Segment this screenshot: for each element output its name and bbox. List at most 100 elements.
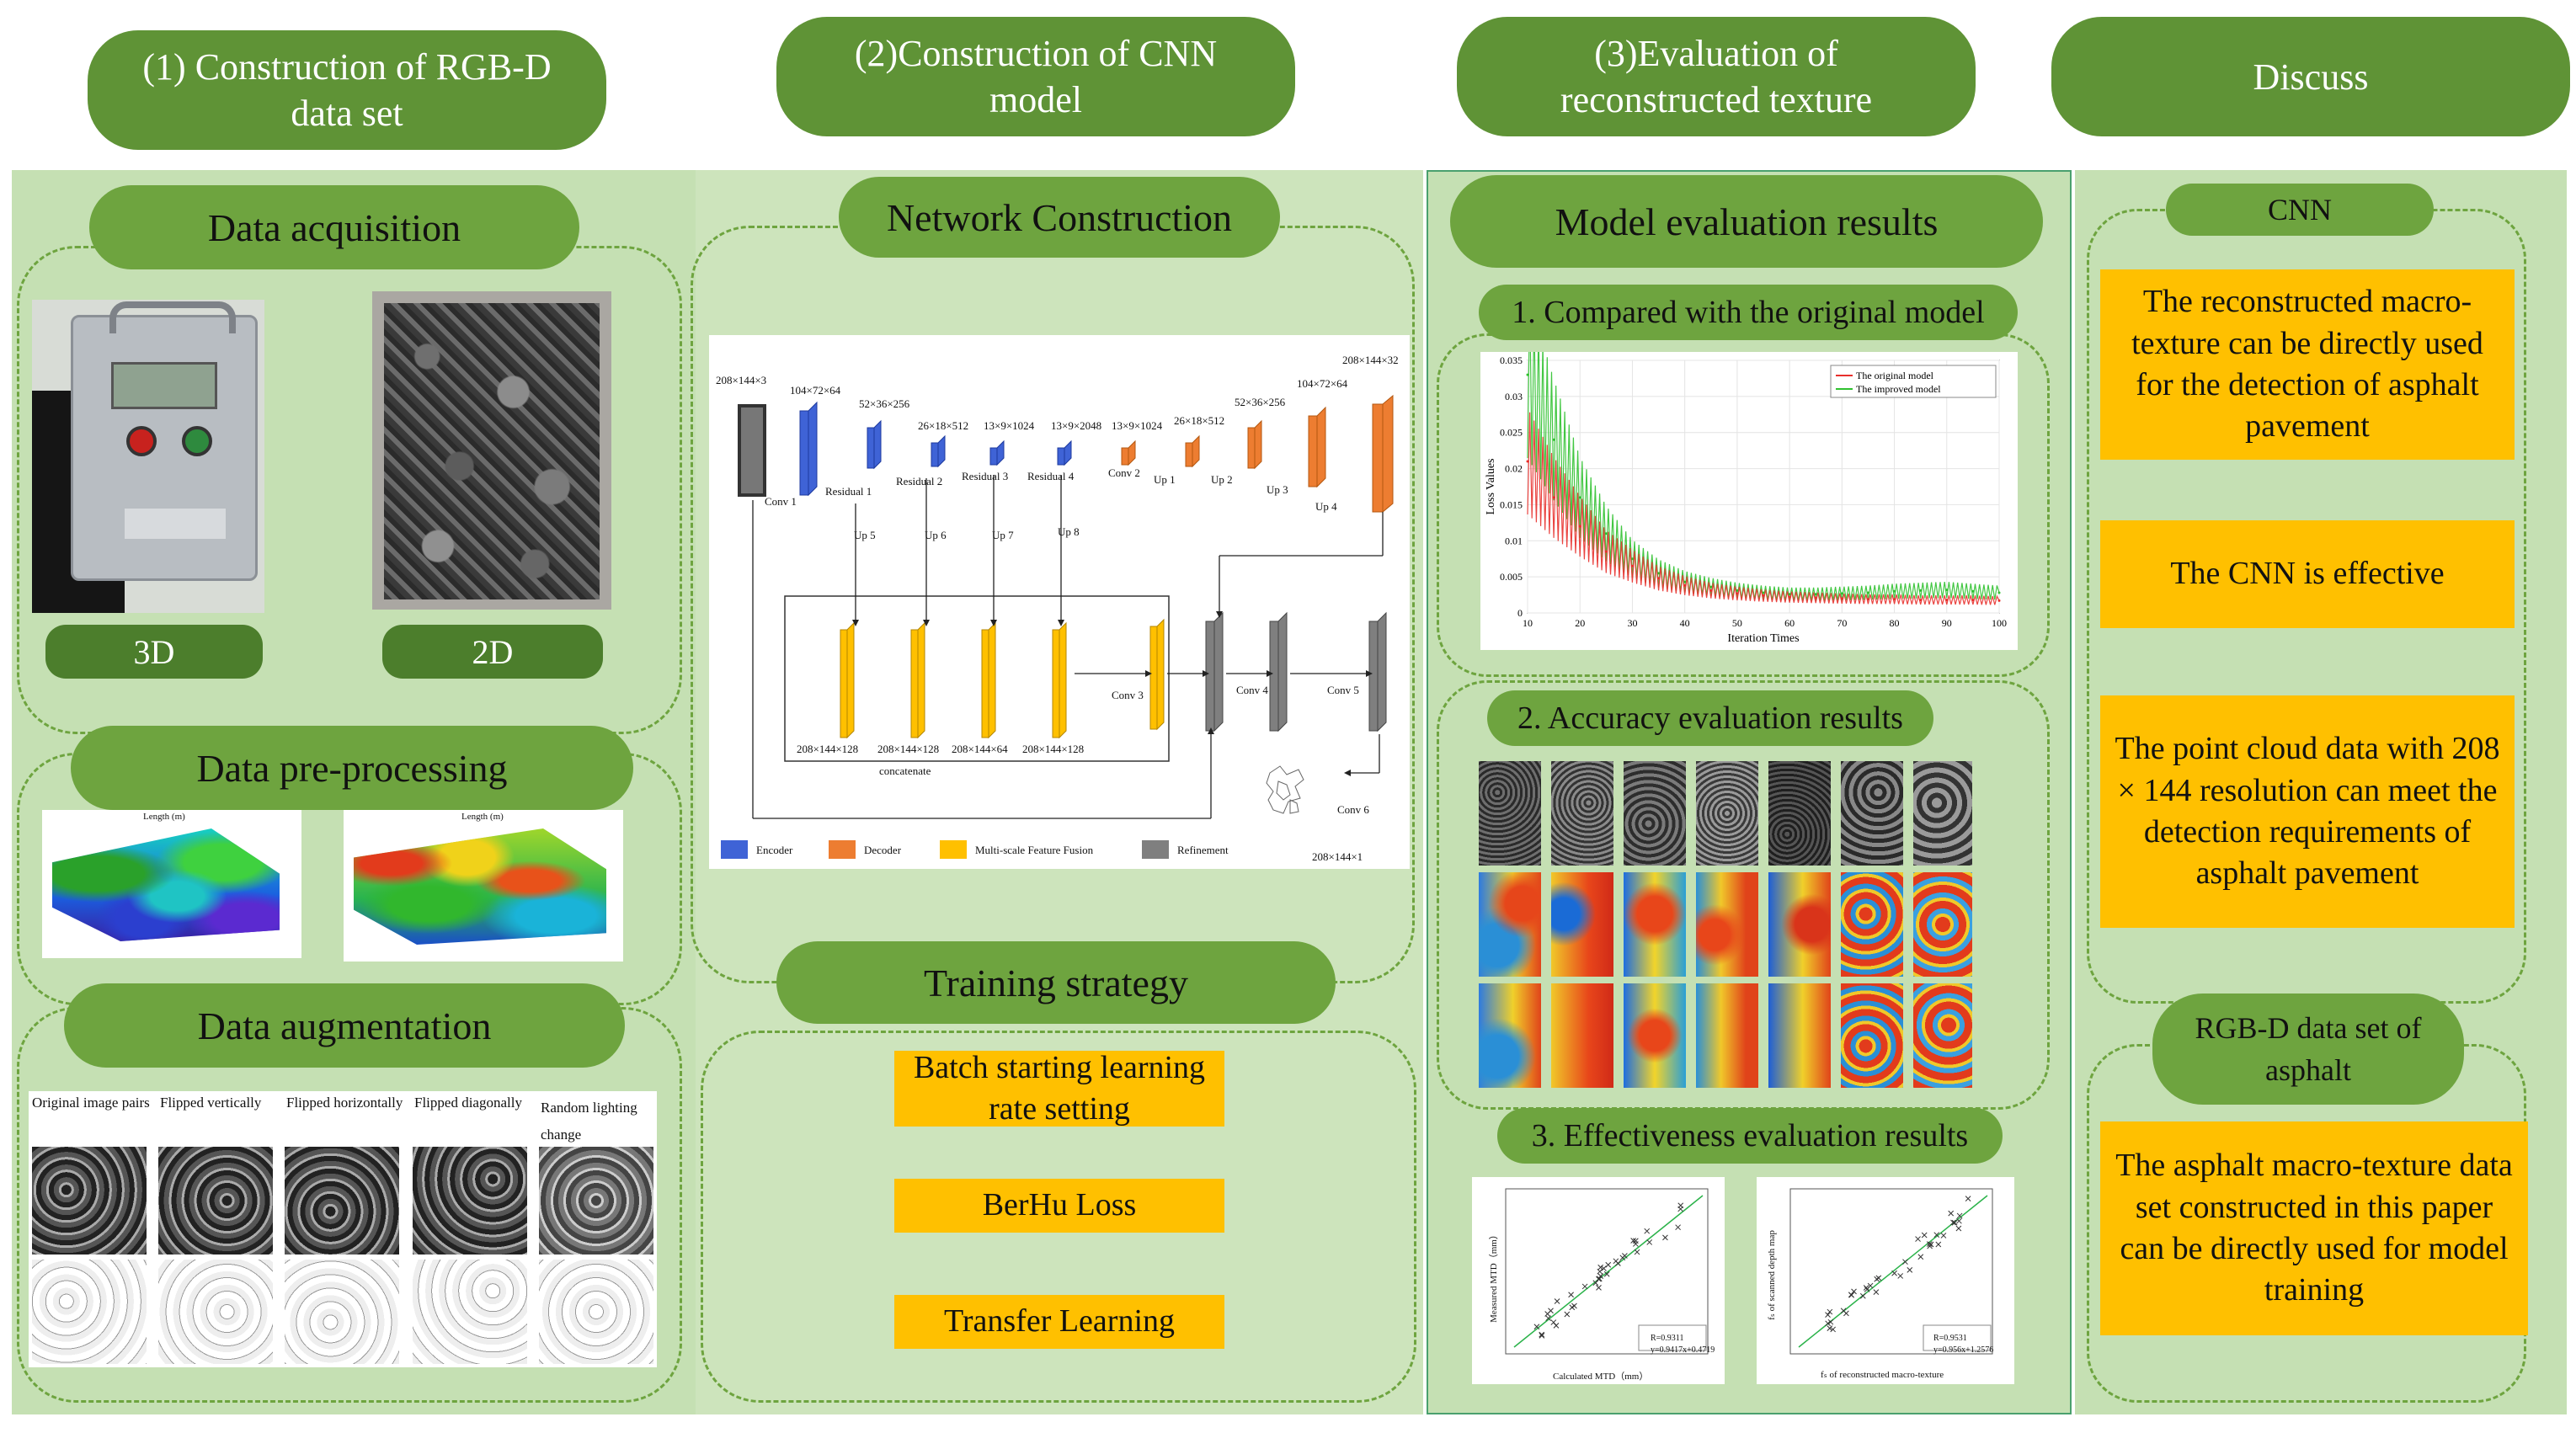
up-label-6: Up 6	[925, 529, 947, 541]
scatter-point	[1950, 1219, 1956, 1226]
enc-label-3: Residual 2	[896, 475, 943, 487]
data-point	[1736, 589, 1739, 592]
data-point	[1683, 583, 1687, 587]
data-point	[1657, 572, 1661, 575]
output-point-cloud	[1266, 765, 1304, 814]
x-axis-label: Iteration Times	[1727, 632, 1799, 645]
scatter-point	[1897, 1273, 1904, 1279]
concatenate-box	[784, 595, 1170, 762]
strategy-transfer-learning: Transfer Learning	[894, 1295, 1224, 1349]
fit-line	[1513, 1195, 1704, 1348]
series-line-original	[1527, 412, 2000, 605]
title-training-strategy: Training strategy	[776, 941, 1336, 1024]
enc-dim-1: 104×72×64	[790, 384, 841, 397]
x-tick-label: 100	[1992, 617, 2007, 629]
up-label-7: Up 7	[992, 529, 1014, 541]
y-axis-label: Loss Values	[1485, 458, 1497, 514]
scatter-point	[1632, 1241, 1639, 1247]
depth-heatmap-row-2	[1479, 983, 1972, 1088]
scatter-point	[1677, 1206, 1683, 1212]
data-point	[1762, 594, 1765, 597]
title-data-acquisition: Data acquisition	[89, 185, 579, 269]
scatter-point	[1921, 1232, 1928, 1239]
data-point	[1552, 438, 1555, 441]
scatter-point	[1873, 1289, 1880, 1295]
scatter-point	[1917, 1254, 1924, 1260]
cnn-finding-1: The reconstructed macro-texture can be d…	[2100, 269, 2515, 460]
data-point	[1997, 599, 2001, 602]
legend-label: The improved model	[1856, 383, 1941, 395]
scatter-point	[1568, 1292, 1574, 1298]
3d-surface-image	[52, 828, 280, 941]
y-tick-label: 0.01	[1505, 535, 1523, 546]
scatter-point	[1827, 1318, 1834, 1325]
enc-dim-2: 52×36×256	[859, 397, 910, 410]
data-point	[1919, 589, 1923, 592]
data-point	[1788, 595, 1791, 599]
encoder-blocks	[799, 401, 1072, 497]
data-point	[1840, 592, 1843, 595]
x-tick-label: 50	[1732, 617, 1742, 629]
conv5-label: Conv 5	[1327, 684, 1359, 696]
strategy-berhu-loss: BerHu Loss	[894, 1179, 1224, 1233]
data-point	[1788, 593, 1791, 596]
dec-label-3: Up 2	[1211, 473, 1233, 486]
scatter-point	[1592, 1280, 1599, 1287]
conv6-label: Conv 6	[1337, 803, 1369, 816]
scatter-point	[1533, 1324, 1540, 1330]
y-tick-label: 0.015	[1500, 498, 1523, 510]
scatter-point	[1634, 1249, 1640, 1255]
legend-fusion: Multi-scale Feature Fusion	[975, 844, 1094, 856]
dec-dim-4: 104×72×64	[1297, 377, 1348, 390]
aug-gray-row	[32, 1147, 653, 1255]
legend-label: The original model	[1856, 370, 1934, 381]
subtitle-compare: 1. Compared with the original model	[1479, 285, 2018, 340]
x-tick-label: 60	[1784, 617, 1795, 629]
scatter-point	[1948, 1210, 1955, 1217]
data-point	[1683, 580, 1687, 583]
enc-dim-3: 26×18×512	[918, 419, 969, 432]
scatter-point	[1550, 1319, 1557, 1325]
scatter-point	[1601, 1265, 1607, 1271]
scatter-mtd-svg	[1505, 1188, 1709, 1355]
data-point	[1814, 596, 1817, 599]
scatter-point	[1827, 1325, 1833, 1331]
scatter-point	[1956, 1217, 1962, 1224]
data-point	[1840, 597, 1843, 600]
concatenate-label: concatenate	[879, 764, 931, 777]
scatter-point	[1927, 1243, 1933, 1249]
enc-label-1: Conv 1	[765, 495, 797, 508]
stats-box	[1923, 1324, 1992, 1351]
fusion-dim-1: 208×144×128	[797, 743, 859, 755]
scatter-point	[1902, 1259, 1908, 1265]
y-tick-label: 0.03	[1505, 391, 1523, 402]
scatter-point	[1933, 1232, 1940, 1239]
scatter-point	[1940, 1233, 1947, 1239]
enc-dim-4: 13×9×1024	[984, 419, 1035, 432]
legend-decoder: Decoder	[864, 844, 902, 856]
augmentation-figure: Original image pairs Flipped vertically …	[29, 1091, 657, 1367]
cnn-finding-3: The point cloud data with 208 × 144 reso…	[2100, 695, 2515, 928]
data-point	[1762, 591, 1765, 594]
data-point	[1604, 550, 1608, 553]
plot-area	[1527, 360, 2000, 614]
dec-dim-1: 13×9×1024	[1112, 419, 1163, 432]
scatter-point	[1646, 1239, 1653, 1245]
input-dim-label: 208×144×3	[716, 374, 767, 386]
network-diagram: 208×144×3 104×72×64 52×36×256 26×18×512 …	[709, 335, 1410, 869]
scatter-point	[1859, 1292, 1866, 1299]
refinement-blocks	[1205, 611, 1387, 732]
scatter-point	[1863, 1285, 1869, 1291]
data-point	[1630, 557, 1634, 561]
header-evaluation: (3)Evaluation of reconstructed texture	[1457, 17, 1976, 136]
fusion-blocks	[840, 618, 1165, 739]
scatter-point	[1603, 1271, 1610, 1277]
fusion-dim-4: 208×144×128	[1022, 743, 1085, 755]
conv3-label: Conv 3	[1112, 689, 1144, 701]
scatter-point	[1644, 1228, 1651, 1234]
depth-heatmap-row-1	[1479, 872, 1972, 977]
strategy-learning-rate: Batch starting learning rate setting	[894, 1050, 1224, 1127]
subtitle-accuracy: 2. Accuracy evaluation results	[1487, 690, 1933, 746]
scatter-point	[1926, 1241, 1933, 1247]
scatter-point	[1830, 1326, 1836, 1333]
